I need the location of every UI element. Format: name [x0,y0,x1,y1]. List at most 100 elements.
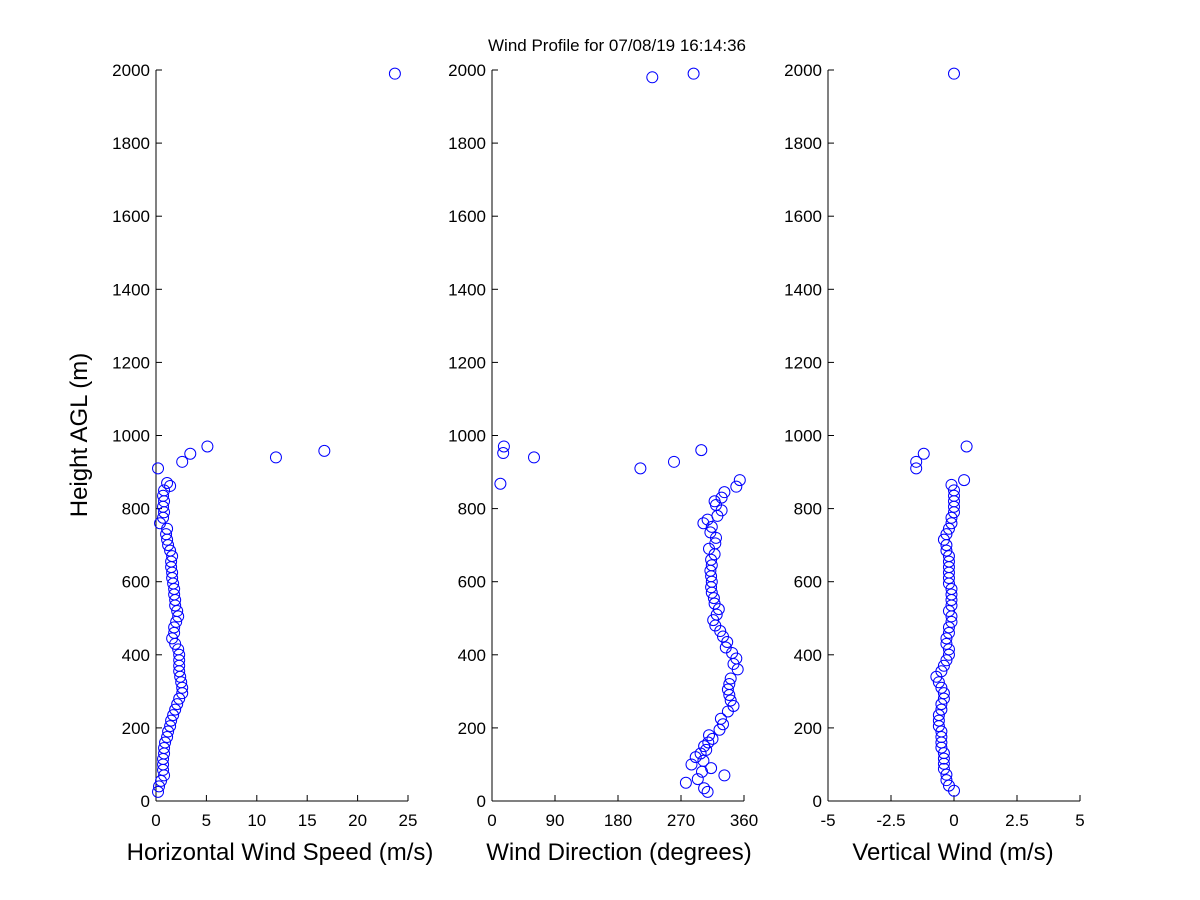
data-point [718,486,731,499]
data-point [723,678,736,691]
data-point [945,615,958,628]
data-point [730,480,743,493]
y-tick-label: 0 [813,792,822,811]
y-tick-label: 2000 [448,61,486,80]
y-tick-label: 600 [794,573,822,592]
data-point [158,742,171,755]
x-axis-label: Wind Direction (degrees) [486,839,751,866]
data-point [942,621,955,634]
data-point [165,714,178,727]
y-tick-label: 1200 [112,353,150,372]
x-axis-label: Vertical Wind (m/s) [852,839,1053,866]
data-point [945,583,958,596]
data-point [701,785,714,798]
x-tick-label: 180 [604,811,632,830]
data-point [158,484,171,497]
y-tick-label: 400 [458,646,486,665]
data-point [935,731,948,744]
y-tick-label: 600 [458,573,486,592]
data-point [937,659,950,672]
data-point [497,447,510,460]
panel-horizontal-wind-speed: 0 200 400 600 800 1000 1200 1400 1600 1800 2000 0 5 1… [112,61,433,866]
data-point [154,517,167,530]
data-point [494,477,507,490]
data-point [497,440,510,453]
y-tick-label: 0 [477,792,486,811]
data-point [698,782,711,795]
data-point [152,785,165,798]
data-point [706,732,719,745]
data-point [172,643,185,656]
y-tick-label: 0 [141,792,150,811]
y-tick-label: 800 [458,500,486,519]
x-tick-label: -5 [820,811,835,830]
data-point [705,762,718,775]
y-tick-label: 1800 [784,134,822,153]
x-tick-label: 25 [399,811,418,830]
y-tick-label: 200 [122,719,150,738]
data-point [935,665,948,678]
y-tick-label: 1400 [448,280,486,299]
data-point [733,474,746,487]
data-point [691,773,704,786]
data-point [685,758,698,771]
data-point [708,597,721,610]
data-point [937,752,950,765]
x-tick-label: 5 [202,811,211,830]
y-tick-label: 1200 [448,353,486,372]
data-point [700,743,713,756]
data-point [705,559,718,572]
data-point [168,621,181,634]
x-tick-label: 15 [298,811,317,830]
data-point [910,455,923,468]
data-point [528,451,540,464]
data-point [176,455,189,468]
data-point [942,643,955,656]
data-point [937,692,950,705]
data-point [940,637,953,650]
data-point [940,774,953,787]
data-point [184,447,197,460]
data-point [167,709,180,722]
y-tick-label: 1400 [112,280,150,299]
data-point [715,491,728,504]
data-point [942,779,955,792]
data-point [942,604,955,617]
data-point [942,522,955,535]
data-point [164,479,177,492]
x-tick-label: 0 [487,811,496,830]
data-point [942,550,955,563]
data-point [942,555,955,568]
data-point [945,517,958,530]
x-tick-label: 10 [247,811,266,830]
data-point [160,528,173,541]
data-point [634,462,647,475]
x-tick-label: -2.5 [876,811,905,830]
data-point [935,725,948,738]
data-point [940,528,953,541]
data-point [910,462,923,475]
data-point [646,71,659,84]
data-point [937,762,950,775]
y-tick-label: 800 [794,500,822,519]
x-tick-label: 0 [151,811,160,830]
data-point [152,462,165,475]
data-point [935,698,948,711]
y-tick-label: 1000 [784,427,822,446]
data-point [159,736,172,749]
data-point [695,444,708,457]
y-tick-label: 1000 [112,427,150,446]
data-point [932,714,945,727]
data-point [945,478,958,491]
data-point [932,676,945,689]
data-point [958,474,971,487]
data-point [717,630,729,643]
x-tick-label: 0 [949,811,958,830]
data-point [269,451,282,464]
data-point [942,648,955,661]
figure-title: Wind Profile for 07/08/19 16:14:36 [488,36,746,55]
y-tick-label: 1800 [112,134,150,153]
y-tick-label: 1600 [448,207,486,226]
data-point [940,768,953,781]
